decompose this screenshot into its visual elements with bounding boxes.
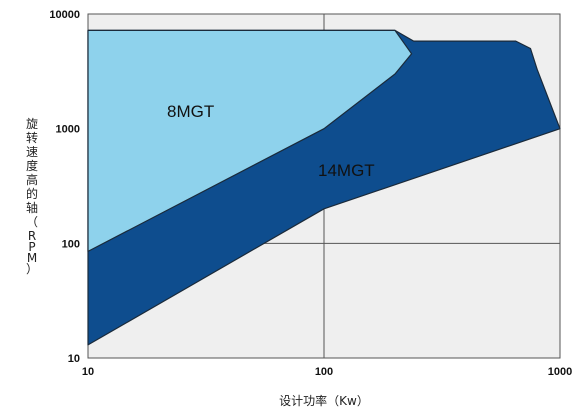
y-axis-title-char: （: [26, 215, 38, 229]
y-axis-title-char: 度: [26, 158, 38, 173]
y-axis-title-char: 旋: [26, 117, 38, 131]
y-axis-title-char: 转: [26, 130, 38, 145]
y-axis-title-char: M: [27, 251, 37, 265]
x-tick-label: 10: [82, 366, 94, 378]
x-axis-ticks: 10 100 1000: [82, 366, 572, 378]
series-14mgt-label: 14MGT: [318, 161, 375, 180]
y-tick-label: 1000: [56, 124, 80, 136]
y-tick-label: 10000: [49, 9, 80, 21]
y-axis-title-char: 高: [26, 172, 38, 187]
y-axis-title-char: P: [28, 240, 35, 254]
y-axis-title-char: R: [28, 229, 36, 243]
y-tick-label: 10: [68, 353, 80, 365]
y-axis-title-char: 轴: [26, 200, 38, 215]
x-axis-title: 设计功率（Kw）: [279, 393, 369, 408]
series-8mgt-label: 8MGT: [167, 102, 214, 121]
x-tick-label: 100: [315, 366, 333, 378]
series-8mgt-area: [87, 29, 413, 252]
y-axis-ticks: 10 100 1000 10000: [49, 9, 80, 365]
y-tick-label: 100: [62, 238, 80, 250]
y-axis-title-char: 速: [26, 145, 38, 159]
y-axis-title-char: ）: [26, 262, 38, 276]
y-axis-title-char: 的: [26, 186, 38, 201]
x-tick-label: 1000: [548, 366, 572, 378]
